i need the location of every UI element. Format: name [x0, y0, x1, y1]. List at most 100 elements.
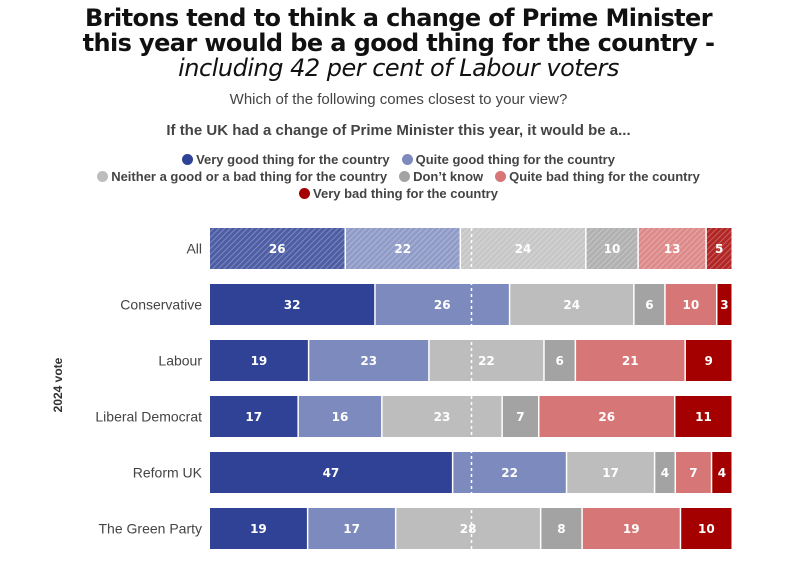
data-label: 16: [332, 410, 349, 424]
bar-segment: [210, 452, 452, 493]
legend-label: Very good thing for the country: [196, 152, 390, 167]
data-label: 47: [323, 466, 340, 480]
bar-segment: [309, 340, 429, 381]
data-label: 23: [434, 410, 451, 424]
chart-subtitle: Which of the following comes closest to …: [229, 91, 568, 108]
bar-segment: [676, 452, 711, 493]
data-label: 22: [394, 242, 411, 256]
category-label: Reform UK: [133, 465, 203, 481]
bar-segment: [685, 340, 732, 381]
legend-dot-icon: [182, 154, 194, 165]
bar-segment: [210, 396, 298, 437]
legend-label: Quite good thing for the country: [415, 152, 615, 167]
title-line-2: this year would be a good thing for the …: [82, 29, 715, 57]
data-label: 7: [516, 410, 524, 424]
data-label: 10: [604, 242, 621, 256]
data-label: 11: [695, 410, 712, 424]
category-label: Labour: [158, 353, 202, 369]
bar-segment: [582, 508, 680, 549]
bar-segment: [541, 508, 582, 549]
data-label: 17: [245, 410, 262, 424]
bar-segment: [298, 396, 382, 437]
data-label: 13: [664, 242, 681, 256]
data-label: 4: [718, 466, 726, 480]
data-label: 19: [250, 522, 267, 536]
category-label: Conservative: [120, 297, 202, 313]
data-label: 28: [460, 522, 477, 536]
bar-segment: [396, 508, 540, 549]
bar-segment: [675, 396, 732, 437]
bar-segment: [655, 452, 675, 493]
legend-label: Neither a good or a bad thing for the co…: [111, 169, 388, 184]
legend-dot-icon: [399, 171, 411, 182]
data-label: 22: [478, 354, 495, 368]
data-label: 10: [682, 298, 699, 312]
bar-segment: [308, 508, 395, 549]
data-label: 24: [563, 298, 580, 312]
data-label: 19: [251, 354, 268, 368]
legend-item: Very bad thing for the country: [299, 185, 498, 202]
chart-legend: Very good thing for the country Quite goo…: [0, 151, 797, 202]
bar-segment: [510, 284, 634, 325]
legend-row: Neither a good or a bad thing for the co…: [0, 168, 797, 185]
data-label: 17: [343, 522, 360, 536]
bar-segment: [634, 284, 665, 325]
category-label: The Green Party: [99, 521, 203, 537]
legend-row: Very good thing for the country Quite goo…: [0, 151, 797, 168]
bar-segment: [712, 452, 732, 493]
bar-segment: [539, 396, 674, 437]
data-label: 4: [661, 466, 669, 480]
chart-title: Britons tend to think a change of Prime …: [0, 6, 797, 81]
data-label: 24: [515, 242, 532, 256]
category-label: All: [186, 241, 202, 257]
bar-segment: [429, 340, 544, 381]
title-line-1: Britons tend to think a change of Prime …: [85, 4, 713, 32]
bar-segment: [544, 340, 575, 381]
bar-segment: [210, 508, 307, 549]
bar-segment: [502, 396, 538, 437]
data-label: 9: [705, 354, 713, 368]
chart-question: If the UK had a change of Prime Minister…: [166, 122, 631, 139]
data-label: 5: [715, 242, 723, 256]
legend-item: Quite bad thing for the country: [495, 168, 700, 185]
data-label: 32: [284, 298, 301, 312]
data-label: 23: [360, 354, 377, 368]
legend-dot-icon: [97, 171, 109, 182]
bar-segment: [681, 508, 732, 549]
legend-label: Quite bad thing for the country: [509, 169, 700, 184]
data-label: 22: [501, 466, 518, 480]
legend-item: Don’t know: [399, 168, 483, 185]
bar-segment: [210, 340, 308, 381]
legend-dot-icon: [401, 154, 413, 165]
data-label: 17: [602, 466, 619, 480]
category-label: Liberal Democrat: [95, 409, 202, 425]
data-label: 6: [645, 298, 653, 312]
legend-dot-icon: [495, 171, 507, 182]
bar-segment: [210, 284, 375, 325]
title-italic-line: including 42 per cent of Labour voters: [178, 54, 619, 82]
legend-item: Very good thing for the country: [182, 151, 390, 168]
bar-hatch-overlay: [345, 228, 460, 269]
bar-hatch-overlay: [210, 228, 345, 269]
data-label: 26: [269, 242, 286, 256]
legend-label: Don’t know: [413, 169, 484, 184]
legend-item: Neither a good or a bad thing for the co…: [97, 168, 387, 185]
bar-hatch-overlay: [706, 228, 732, 269]
bar-segment: [717, 284, 732, 325]
bar-segment: [382, 396, 502, 437]
bar-hatch-overlay: [638, 228, 706, 269]
bar-hatch-overlay: [461, 228, 586, 269]
legend-row: Very bad thing for the country: [0, 185, 797, 202]
bar-segment: [665, 284, 716, 325]
bar-segment: [576, 340, 685, 381]
data-label: 8: [557, 522, 565, 536]
data-label: 26: [598, 410, 615, 424]
data-label: 10: [698, 522, 715, 536]
data-label: 19: [623, 522, 640, 536]
legend-label: Very bad thing for the country: [313, 186, 498, 201]
bar-segment: [567, 452, 654, 493]
legend-item: Quite good thing for the country: [401, 151, 615, 168]
bar-hatch-overlay: [586, 228, 638, 269]
data-label: 21: [622, 354, 639, 368]
